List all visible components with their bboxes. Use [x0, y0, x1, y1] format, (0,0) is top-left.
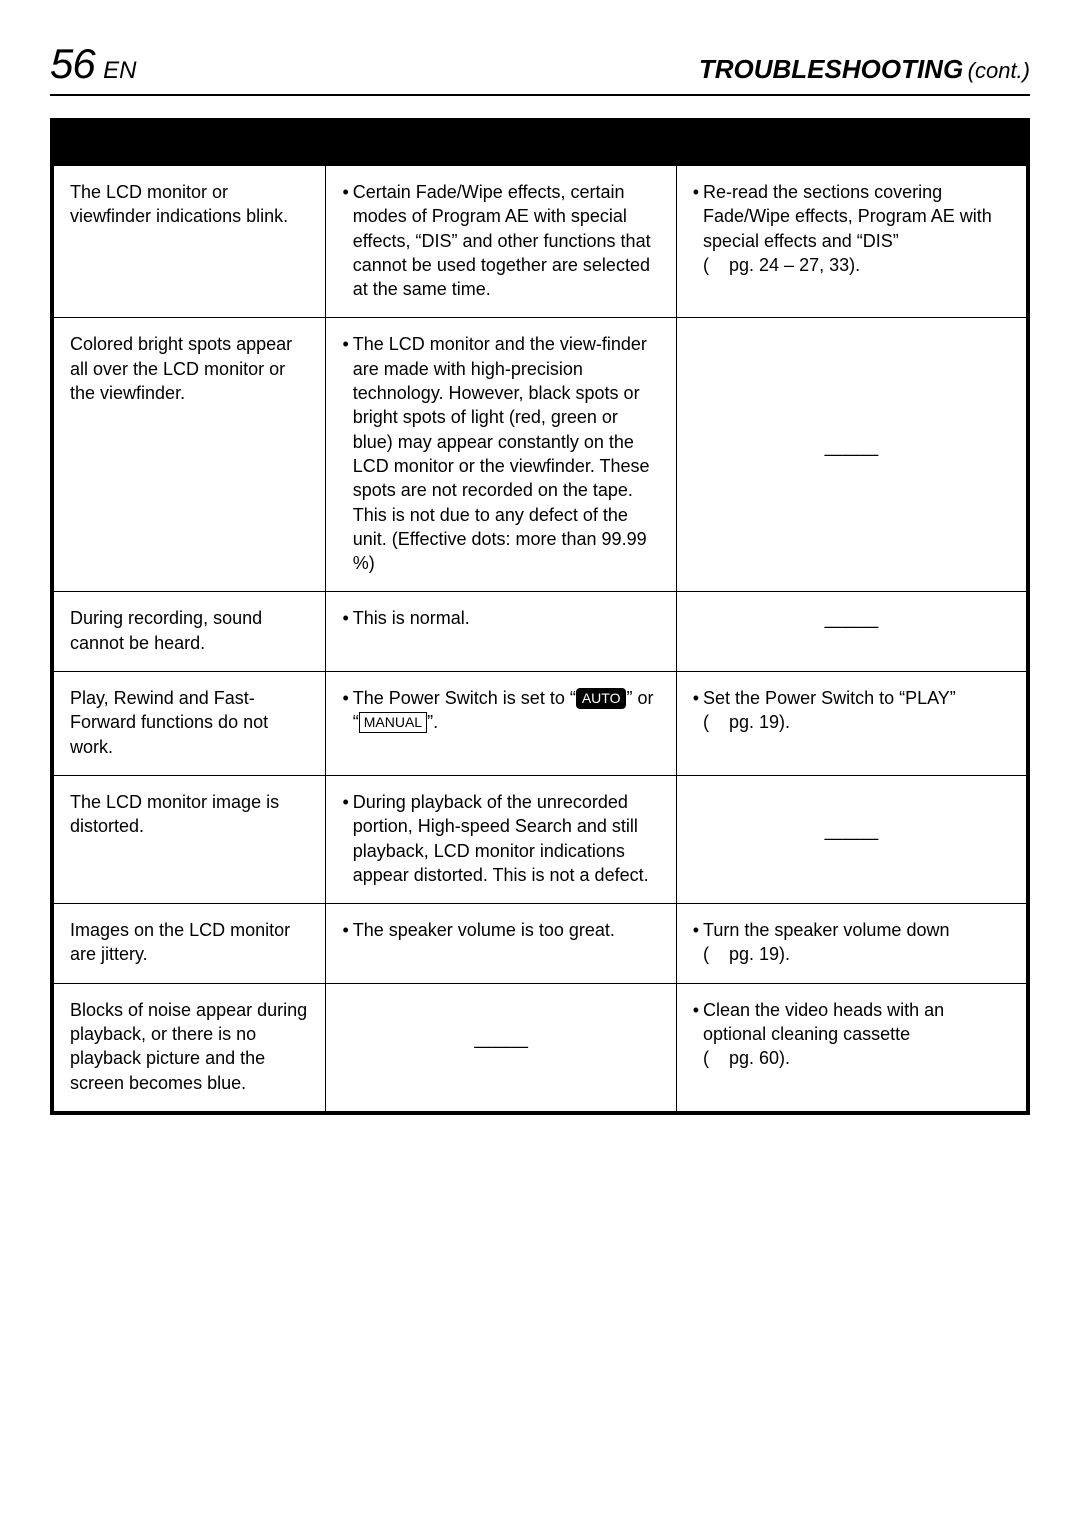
table-cell: •The LCD monitor and the view-finder are…: [326, 318, 676, 592]
table-cell: •The Power Switch is set to “AUTO” or “M…: [326, 672, 676, 776]
bullet-text: Turn the speaker volume down( pg. 19).: [703, 918, 1010, 967]
table-cell: •Clean the video heads with an optional …: [676, 983, 1026, 1111]
dash-placeholder: ———: [693, 606, 1010, 638]
table-cell: ———: [326, 983, 676, 1111]
bullet-item: •Re-read the sections covering Fade/Wipe…: [693, 180, 1010, 277]
bullet-text: Certain Fade/Wipe effects, certain modes…: [353, 180, 660, 301]
dash-placeholder: ———: [342, 1034, 659, 1058]
bullet-item: •During playback of the unrecorded porti…: [342, 790, 659, 887]
bullet-dot: •: [693, 686, 703, 735]
dash-placeholder: ———: [693, 442, 1010, 466]
bullet-dot: •: [693, 180, 703, 277]
table-cell: ———: [676, 775, 1026, 903]
table-row: The LCD monitor image is distorted.•Duri…: [54, 775, 1027, 903]
bullet-text: The LCD monitor and the view-finder are …: [353, 332, 660, 575]
table-cell: •This is normal.: [326, 592, 676, 672]
symptom-cell: Play, Rewind and Fast-Forward functions …: [54, 672, 326, 776]
page-reference: ( pg. 60).: [703, 1048, 790, 1068]
bullet-item: •Set the Power Switch to “PLAY”( pg. 19)…: [693, 686, 1010, 735]
table-cell: •Set the Power Switch to “PLAY”( pg. 19)…: [676, 672, 1026, 776]
bullet-text: The speaker volume is too great.: [353, 918, 660, 942]
table-row: Colored bright spots appear all over the…: [54, 318, 1027, 592]
table-row: The LCD monitor or viewfinder indication…: [54, 166, 1027, 318]
bullet-item: •This is normal.: [342, 606, 659, 630]
symptom-cell: During recording, sound cannot be heard.: [54, 592, 326, 672]
table-cell: ———: [676, 592, 1026, 672]
troubleshooting-table: The LCD monitor or viewfinder indication…: [53, 165, 1027, 1112]
bullet-dot: •: [693, 918, 703, 967]
bullet-item: •The LCD monitor and the view-finder are…: [342, 332, 659, 575]
table-cell: •Turn the speaker volume down( pg. 19).: [676, 904, 1026, 984]
table-row: During recording, sound cannot be heard.…: [54, 592, 1027, 672]
bullet-dot: •: [342, 606, 352, 630]
section-cont: (cont.): [968, 58, 1030, 83]
bullet-item: •Clean the video heads with an optional …: [693, 998, 1010, 1071]
mode-badge-auto: AUTO: [576, 688, 627, 709]
table-cell: •Certain Fade/Wipe effects, certain mode…: [326, 166, 676, 318]
table-cell: •The speaker volume is too great.: [326, 904, 676, 984]
page-reference: ( pg. 19).: [703, 944, 790, 964]
table-cell: •Re-read the sections covering Fade/Wipe…: [676, 166, 1026, 318]
bullet-text: The Power Switch is set to “AUTO” or “MA…: [353, 686, 660, 735]
bullet-dot: •: [342, 332, 352, 575]
bullet-dot: •: [342, 686, 352, 735]
troubleshooting-table-frame: The LCD monitor or viewfinder indication…: [50, 118, 1030, 1115]
table-row: Images on the LCD monitor are jittery.•T…: [54, 904, 1027, 984]
section-title-block: TROUBLESHOOTING (cont.): [699, 54, 1030, 85]
bullet-text: Clean the video heads with an optional c…: [703, 998, 1010, 1071]
page-reference: ( pg. 24 – 27, 33).: [703, 255, 860, 275]
bullet-text: Re-read the sections covering Fade/Wipe …: [703, 180, 1010, 277]
page-lang: EN: [103, 57, 136, 84]
bullet-item: •Turn the speaker volume down( pg. 19).: [693, 918, 1010, 967]
page-number: 56: [50, 40, 95, 87]
bullet-item: •Certain Fade/Wipe effects, certain mode…: [342, 180, 659, 301]
table-cell: •During playback of the unrecorded porti…: [326, 775, 676, 903]
bullet-text: Set the Power Switch to “PLAY”( pg. 19).: [703, 686, 1010, 735]
mode-badge-manual: MANUAL: [359, 712, 427, 733]
dash-placeholder: ———: [693, 826, 1010, 850]
page-number-block: 56 EN: [50, 40, 137, 88]
page-header: 56 EN TROUBLESHOOTING (cont.): [50, 40, 1030, 96]
symptom-cell: Blocks of noise appear during playback, …: [54, 983, 326, 1111]
section-title: TROUBLESHOOTING: [699, 54, 963, 84]
symptom-cell: Colored bright spots appear all over the…: [54, 318, 326, 592]
bullet-dot: •: [693, 998, 703, 1071]
bullet-dot: •: [342, 180, 352, 301]
table-cell: ———: [676, 318, 1026, 592]
table-row: Play, Rewind and Fast-Forward functions …: [54, 672, 1027, 776]
bullet-item: •The speaker volume is too great.: [342, 918, 659, 942]
table-header-band: [53, 121, 1027, 165]
bullet-text: This is normal.: [353, 606, 660, 630]
page-reference: ( pg. 19).: [703, 712, 790, 732]
symptom-cell: Images on the LCD monitor are jittery.: [54, 904, 326, 984]
bullet-item: •The Power Switch is set to “AUTO” or “M…: [342, 686, 659, 735]
symptom-cell: The LCD monitor image is distorted.: [54, 775, 326, 903]
bullet-text: During playback of the unrecorded portio…: [353, 790, 660, 887]
bullet-dot: •: [342, 790, 352, 887]
bullet-dot: •: [342, 918, 352, 942]
symptom-cell: The LCD monitor or viewfinder indication…: [54, 166, 326, 318]
table-row: Blocks of noise appear during playback, …: [54, 983, 1027, 1111]
